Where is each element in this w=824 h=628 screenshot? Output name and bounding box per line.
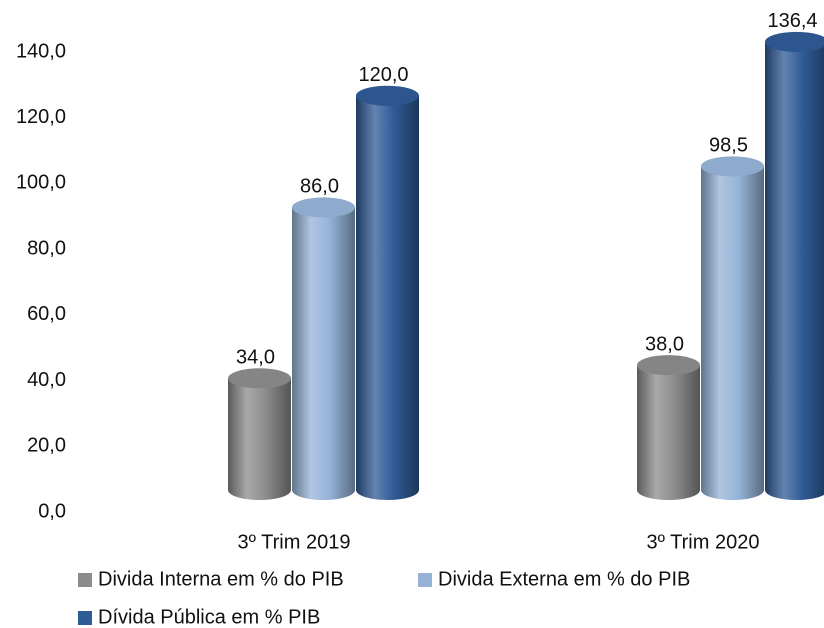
y-tick-label: 140,0: [16, 40, 66, 62]
data-label: 120,0: [358, 64, 408, 86]
bar-top: [356, 85, 419, 106]
x-tick-label: 3º Trim 2020: [647, 531, 760, 553]
y-tick-label: 80,0: [27, 237, 66, 259]
bar-top: [637, 355, 700, 376]
legend-swatch: [418, 573, 432, 587]
y-tick-label: 60,0: [27, 303, 66, 325]
legend-label: Divida Externa em % do PIB: [438, 568, 690, 590]
y-tick-label: 100,0: [16, 172, 66, 194]
bar: [637, 365, 700, 500]
legend-label: Dívida Pública em % PIB: [98, 606, 320, 628]
x-tick-label: 3º Trim 2019: [238, 531, 351, 553]
data-label: 34,0: [236, 347, 275, 369]
bar-top: [765, 31, 824, 52]
bar: [292, 207, 355, 500]
legend-swatch: [78, 611, 92, 625]
y-tick-label: 40,0: [27, 369, 66, 391]
data-label: 136,4: [767, 10, 817, 32]
bar: [228, 378, 291, 500]
y-tick-label: 120,0: [16, 106, 66, 128]
data-label: 86,0: [300, 176, 339, 198]
data-label: 98,5: [709, 135, 748, 157]
bar-top: [292, 197, 355, 218]
bar: [356, 95, 419, 500]
legend-swatch: [78, 573, 92, 587]
y-tick-label: 20,0: [27, 435, 66, 457]
bar: [701, 166, 764, 500]
bar-top: [228, 368, 291, 389]
bar: [765, 41, 824, 500]
y-tick-label: 0,0: [38, 500, 66, 522]
bar-top: [701, 156, 764, 177]
data-label: 38,0: [645, 333, 684, 355]
legend-label: Divida Interna em % do PIB: [98, 568, 344, 590]
